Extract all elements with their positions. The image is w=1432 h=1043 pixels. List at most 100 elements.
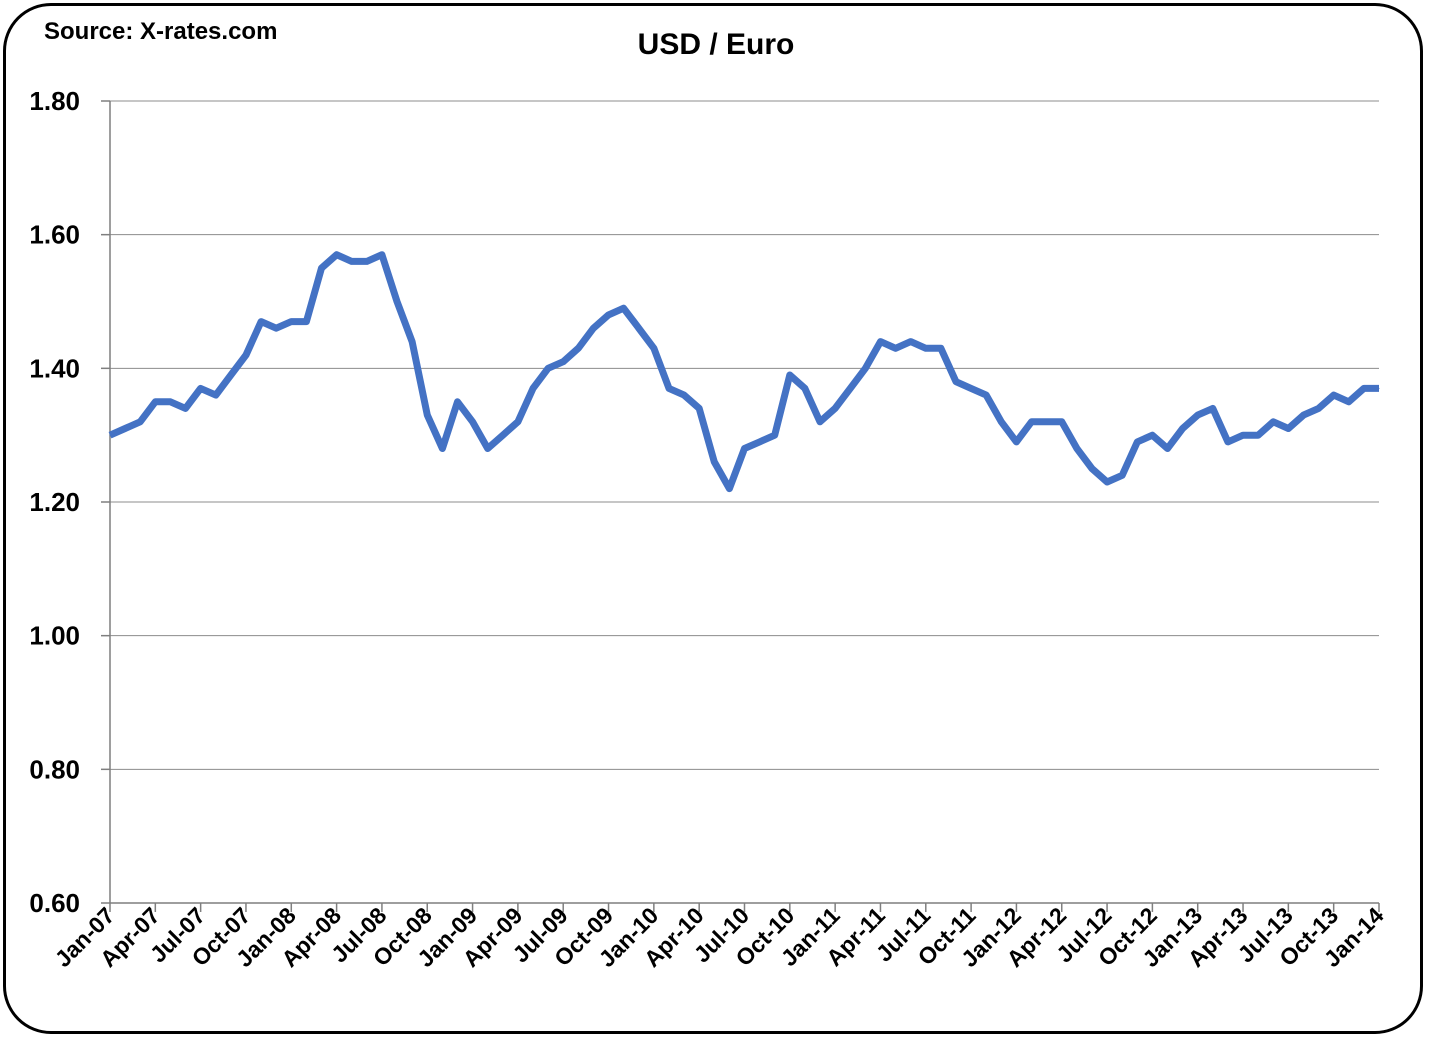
data-point bbox=[139, 421, 141, 423]
data-point bbox=[562, 361, 564, 363]
data-point bbox=[1046, 421, 1048, 423]
y-tick-label: 1.40 bbox=[29, 353, 80, 383]
data-point bbox=[472, 421, 474, 423]
data-point bbox=[895, 347, 897, 349]
data-point bbox=[910, 341, 912, 343]
data-point bbox=[623, 307, 625, 309]
data-point bbox=[260, 321, 262, 323]
data-point bbox=[834, 407, 836, 409]
data-point bbox=[532, 387, 534, 389]
data-point bbox=[230, 374, 232, 376]
data-point bbox=[925, 347, 927, 349]
data-point bbox=[819, 421, 821, 423]
x-axis-ticks: Jan-07Apr-07Jul-07Oct-07Jan-08Apr-08Jul-… bbox=[50, 902, 1389, 972]
data-point bbox=[1272, 421, 1274, 423]
data-point bbox=[366, 260, 368, 262]
data-point bbox=[1257, 434, 1259, 436]
data-point bbox=[608, 314, 609, 316]
y-tick-label: 1.00 bbox=[29, 621, 80, 651]
data-point bbox=[290, 321, 292, 323]
data-point bbox=[668, 387, 670, 389]
data-point bbox=[1151, 434, 1153, 436]
data-point bbox=[849, 387, 851, 389]
data-point bbox=[215, 394, 217, 396]
data-point bbox=[1318, 407, 1320, 409]
data-point bbox=[1212, 407, 1214, 409]
data-point bbox=[351, 260, 353, 262]
data-point bbox=[1348, 401, 1350, 403]
data-point bbox=[1197, 414, 1199, 416]
data-point bbox=[759, 441, 761, 443]
data-point bbox=[940, 347, 942, 349]
data-point bbox=[1287, 428, 1289, 429]
data-point bbox=[970, 387, 972, 389]
data-point bbox=[1378, 387, 1380, 389]
data-point bbox=[774, 434, 776, 436]
data-point bbox=[1333, 394, 1335, 396]
data-point bbox=[1121, 474, 1123, 476]
y-tick-label: 1.20 bbox=[29, 487, 80, 517]
data-point bbox=[305, 321, 307, 323]
data-point bbox=[185, 407, 186, 409]
data-point bbox=[1031, 421, 1032, 423]
data-point bbox=[321, 267, 322, 269]
data-point bbox=[441, 448, 443, 449]
data-point bbox=[1061, 421, 1063, 423]
data-point bbox=[1076, 448, 1078, 449]
data-point bbox=[653, 347, 655, 349]
data-point bbox=[864, 367, 866, 369]
data-point bbox=[381, 254, 383, 256]
data-point bbox=[336, 254, 338, 256]
y-tick-label: 0.60 bbox=[29, 888, 80, 918]
data-point bbox=[517, 421, 519, 423]
data-point bbox=[1363, 387, 1365, 389]
data-point bbox=[577, 347, 579, 349]
data-point bbox=[683, 394, 685, 396]
data-point bbox=[1000, 421, 1002, 423]
data-point bbox=[124, 428, 126, 429]
chart-title: USD / Euro bbox=[637, 28, 795, 61]
data-point bbox=[1136, 441, 1138, 443]
data-point bbox=[1091, 468, 1093, 470]
data-point bbox=[985, 394, 987, 396]
data-point bbox=[396, 301, 398, 302]
data-point bbox=[638, 327, 640, 329]
source-note: Source: X-rates.com bbox=[44, 18, 278, 45]
data-point bbox=[1015, 441, 1017, 443]
data-point bbox=[713, 461, 715, 463]
data-point bbox=[245, 354, 247, 356]
data-point bbox=[1242, 434, 1244, 436]
data-point bbox=[789, 374, 791, 376]
data-point bbox=[592, 327, 594, 329]
data-point bbox=[744, 448, 745, 449]
data-point bbox=[411, 341, 413, 343]
data-point bbox=[1303, 414, 1304, 416]
data-point bbox=[502, 434, 504, 436]
y-tick-label: 1.80 bbox=[29, 86, 80, 116]
data-point bbox=[154, 401, 156, 403]
y-tick-label: 1.60 bbox=[29, 220, 80, 250]
data-point bbox=[955, 381, 957, 383]
chart-frame bbox=[3, 3, 1423, 1034]
data-point bbox=[1182, 428, 1184, 429]
data-point bbox=[109, 434, 111, 436]
series-group bbox=[108, 251, 1380, 493]
data-point bbox=[200, 387, 202, 389]
data-point bbox=[275, 327, 277, 329]
y-tick-label: 0.80 bbox=[29, 754, 80, 784]
data-point bbox=[728, 488, 730, 490]
data-point bbox=[487, 448, 489, 449]
gridlines bbox=[110, 100, 1379, 770]
data-point bbox=[547, 367, 549, 369]
series-line bbox=[108, 251, 1379, 493]
data-point bbox=[880, 341, 881, 343]
data-point bbox=[1227, 441, 1229, 443]
y-axis-ticks: 0.60 0.80 1.00 1.20 1.40 1.60 1.80 bbox=[29, 86, 110, 918]
data-point bbox=[1167, 448, 1168, 449]
data-point bbox=[457, 401, 458, 403]
data-point bbox=[1106, 481, 1108, 483]
data-point bbox=[426, 414, 428, 416]
data-point bbox=[169, 401, 171, 403]
data-point bbox=[698, 407, 700, 409]
